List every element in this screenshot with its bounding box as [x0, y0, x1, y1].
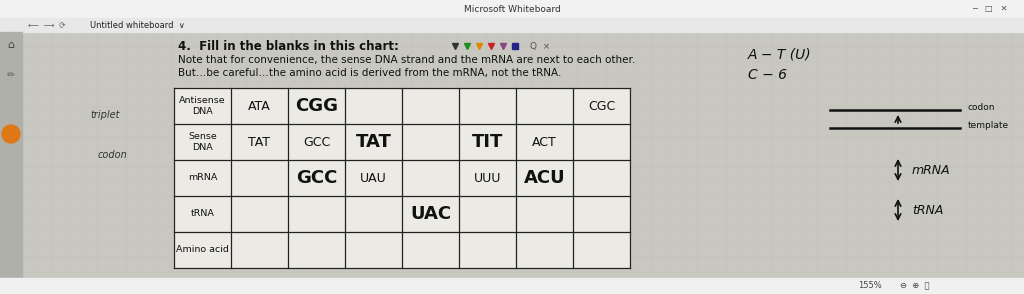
Text: But…be careful…the amino acid is derived from the mRNA, not the tRNA.: But…be careful…the amino acid is derived… [178, 68, 561, 78]
Text: 155%: 155% [858, 281, 882, 290]
Text: TAT: TAT [355, 133, 391, 151]
Text: mRNA: mRNA [912, 163, 950, 176]
Text: codon: codon [97, 150, 127, 160]
Text: UUU: UUU [474, 171, 501, 185]
Text: A − T (U): A − T (U) [748, 48, 812, 62]
Text: Antisense
DNA: Antisense DNA [179, 96, 226, 116]
Text: CGG: CGG [295, 97, 338, 115]
Text: Note that for convenience, the sense DNA strand and the mRNA are next to each ot: Note that for convenience, the sense DNA… [178, 55, 635, 65]
Text: ✏: ✏ [7, 70, 15, 80]
Text: C − 6: C − 6 [748, 68, 787, 82]
Text: codon: codon [968, 103, 995, 113]
Text: Untitled whiteboard  ∨: Untitled whiteboard ∨ [90, 21, 185, 29]
Text: tRNA: tRNA [190, 210, 214, 218]
Text: 4.  Fill in the blanks in this chart:: 4. Fill in the blanks in this chart: [178, 39, 399, 53]
Text: ATA: ATA [248, 99, 271, 113]
Text: ACT: ACT [532, 136, 557, 148]
Text: ⌂: ⌂ [7, 40, 14, 50]
Text: ⊖  ⊕  ⛶: ⊖ ⊕ ⛶ [900, 281, 930, 290]
Bar [0, 18, 1024, 32]
Bar [0, 0, 1024, 18]
Text: GCC: GCC [296, 169, 337, 187]
Text: Q  ×: Q × [530, 41, 550, 51]
Text: ─   □   ✕: ─ □ ✕ [972, 4, 1008, 14]
Text: GCC: GCC [303, 136, 330, 148]
Text: ACU: ACU [523, 169, 565, 187]
Circle shape [2, 125, 20, 143]
Text: triplet: triplet [90, 110, 120, 120]
Text: Microsoft Whiteboard: Microsoft Whiteboard [464, 4, 560, 14]
Bar [0, 32, 22, 294]
Text: template: template [968, 121, 1009, 131]
Text: TAT: TAT [249, 136, 270, 148]
Text: ⟵  ⟶  ⟳: ⟵ ⟶ ⟳ [28, 21, 66, 29]
Text: UAU: UAU [360, 171, 387, 185]
Bar [0, 278, 1024, 294]
Text: TIT: TIT [472, 133, 503, 151]
Bar [174, 88, 630, 268]
Text: tRNA: tRNA [912, 203, 943, 216]
Bar [22, 32, 1024, 294]
Text: UAC: UAC [410, 205, 451, 223]
Text: CGC: CGC [588, 99, 615, 113]
Text: Sense
DNA: Sense DNA [188, 132, 217, 152]
Text: mRNA: mRNA [187, 173, 217, 183]
Text: Amino acid: Amino acid [176, 245, 229, 255]
